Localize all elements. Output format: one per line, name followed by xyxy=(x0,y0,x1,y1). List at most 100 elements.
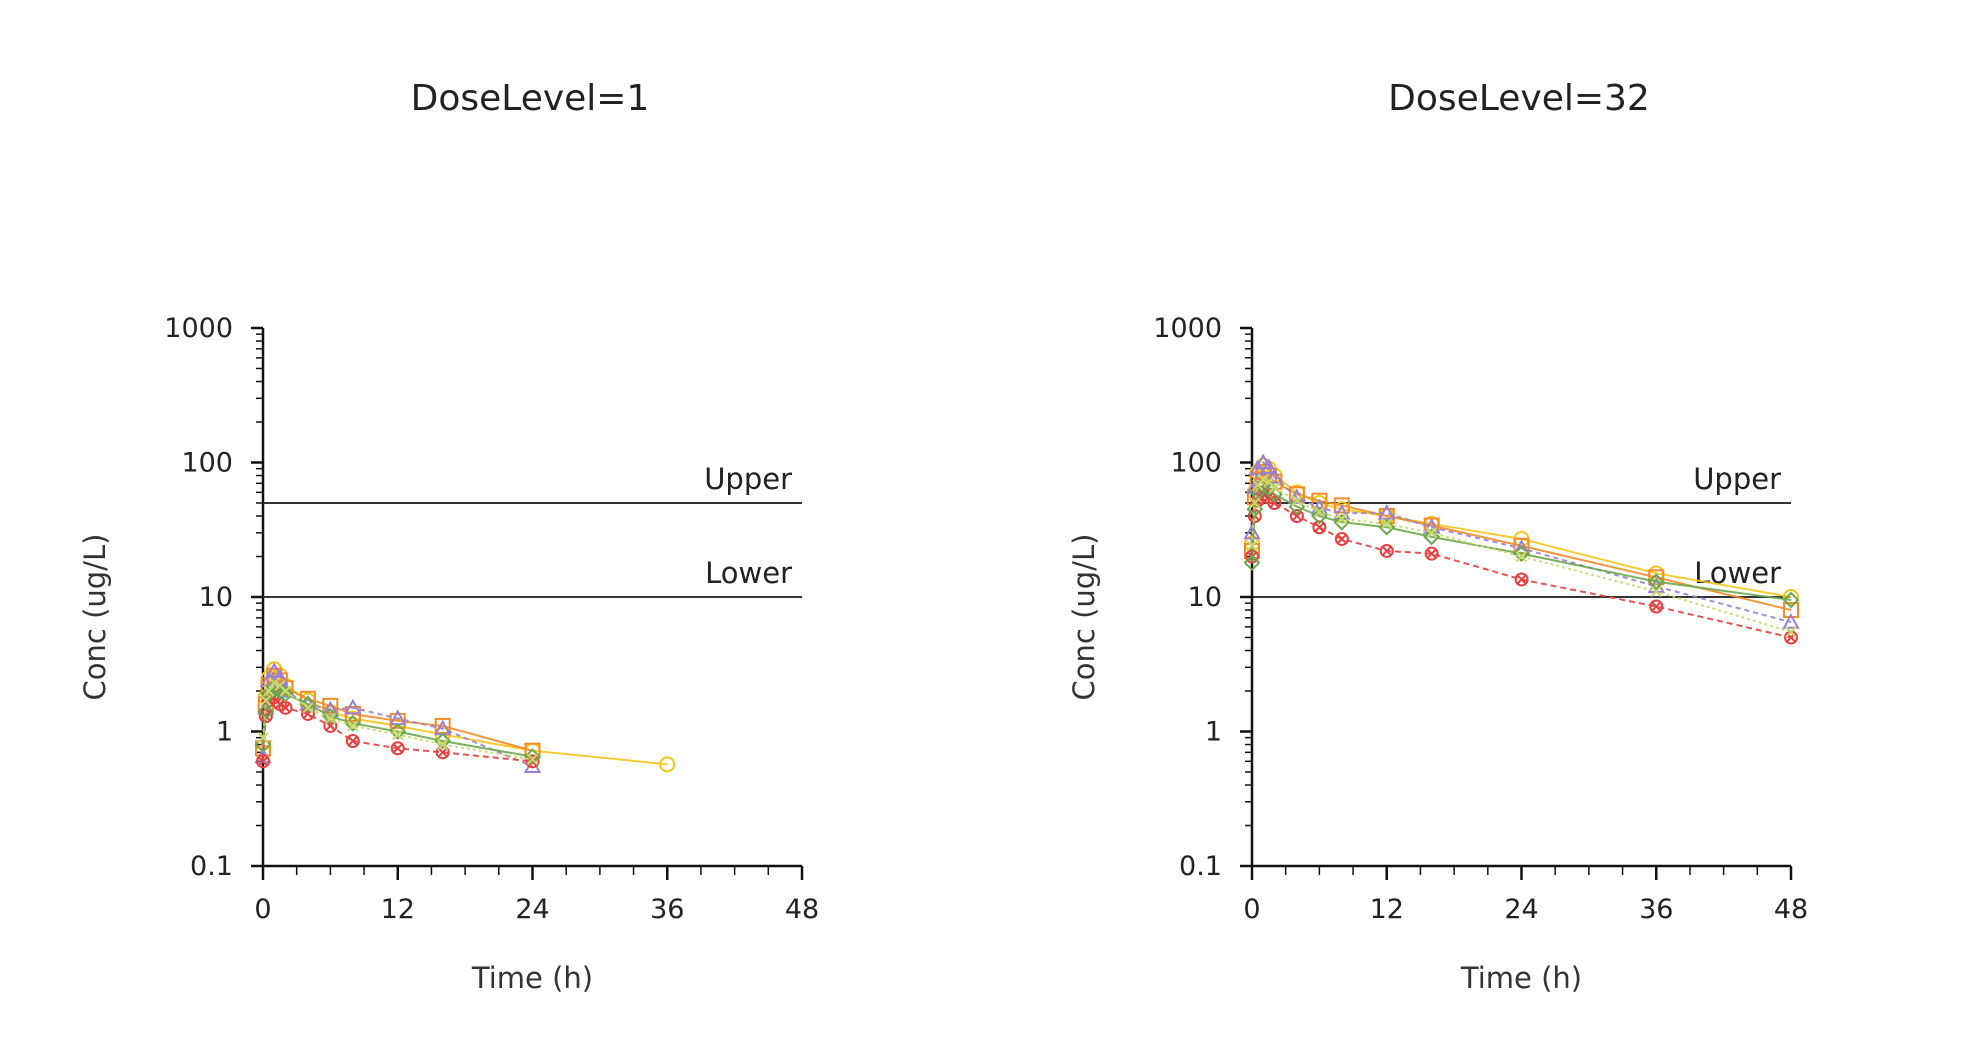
reference-label-lower: Lower xyxy=(705,556,792,590)
data-point-triangle xyxy=(344,698,362,715)
series-line xyxy=(262,695,533,763)
data-point-cross-circle xyxy=(1514,572,1529,587)
data-point-x xyxy=(1650,585,1662,598)
x-tick-label: 48 xyxy=(785,894,819,925)
series-line xyxy=(1251,493,1792,639)
data-point-x xyxy=(1785,626,1797,638)
x-tick-label: 12 xyxy=(381,894,415,925)
data-point-x xyxy=(279,685,292,697)
data-point-cross-circle xyxy=(345,733,360,748)
y-tick-label: 0.1 xyxy=(190,851,233,882)
data-point-triangle xyxy=(1265,467,1284,484)
x-tick-label: 0 xyxy=(1243,894,1260,925)
y-tick-label: 1 xyxy=(216,717,233,748)
reference-label-upper: Upper xyxy=(1693,462,1781,496)
data-point-triangle xyxy=(1378,504,1396,520)
data-point-x xyxy=(1291,494,1303,507)
reference-label-upper: Upper xyxy=(704,462,792,496)
data-point-cross-circle xyxy=(1267,495,1282,510)
data-point-x xyxy=(262,685,275,697)
data-point-x xyxy=(1268,481,1281,494)
y-axis-label: Conc (ug/L) xyxy=(1067,534,1101,701)
series-3 xyxy=(1245,487,1798,645)
x-tick-label: 48 xyxy=(1774,894,1808,925)
x-tick-label: 24 xyxy=(515,894,549,925)
data-point-x xyxy=(302,702,314,714)
data-point-x xyxy=(1246,540,1258,552)
y-tick-label: 0.1 xyxy=(1179,851,1222,882)
data-point-x xyxy=(347,720,359,732)
data-point-diamond xyxy=(299,695,317,713)
data-point-triangle xyxy=(265,662,283,678)
data-point-cross-circle xyxy=(1289,509,1304,524)
data-point-x xyxy=(1515,550,1528,563)
reference-label-lower: Lower xyxy=(1694,556,1781,590)
data-point-x xyxy=(436,738,449,751)
series-line xyxy=(262,669,533,768)
data-point-diamond xyxy=(1243,554,1261,572)
data-point-x xyxy=(1313,506,1326,518)
data-point-triangle xyxy=(1254,453,1272,470)
series-3 xyxy=(256,690,540,769)
data-point-x xyxy=(324,712,337,725)
data-point-cross-circle xyxy=(1424,546,1439,561)
series-5 xyxy=(257,677,539,766)
data-point-diamond xyxy=(1782,591,1800,609)
data-point-cross-circle xyxy=(1649,599,1664,614)
chart-panel-dose-32: DoseLevel=32 Upper Lower 0.1 1 10 100 1000 0 12 24… xyxy=(989,0,1978,1048)
x-tick-label: 24 xyxy=(1504,894,1538,925)
data-point-cross-circle xyxy=(435,745,450,760)
data-point-cross-circle xyxy=(525,754,540,769)
chart-title: DoseLevel=1 xyxy=(411,78,650,119)
data-point-cross-circle xyxy=(1379,543,1394,558)
y-tick-label: 100 xyxy=(1170,448,1222,479)
x-tick-label: 0 xyxy=(254,894,271,925)
data-point-cross-circle xyxy=(323,718,338,733)
y-tick-label: 10 xyxy=(199,582,233,613)
y-axis-label: Conc (ug/L) xyxy=(78,534,112,701)
x-tick-label: 36 xyxy=(650,894,684,925)
data-point-x xyxy=(526,753,539,766)
data-point-diamond xyxy=(257,703,275,721)
data-point-cross-circle xyxy=(1312,520,1327,535)
x-axis-label: Time (h) xyxy=(1460,961,1582,995)
data-point-cross-circle xyxy=(1334,531,1349,546)
series-2 xyxy=(254,662,542,774)
chart-panel-dose-1: DoseLevel=1 Upper Lower 0.1 1 10 100 1000 0 12 24 3… xyxy=(78,78,819,995)
data-point-square xyxy=(1648,569,1665,586)
x-tick-label: 12 xyxy=(1370,894,1404,925)
data-point-triangle xyxy=(1782,613,1800,629)
chart-dose-1: DoseLevel=1 Upper Lower 0.1 1 10 100 1000 0 12 24 3… xyxy=(78,78,819,995)
series-5 xyxy=(1246,473,1797,638)
data-point-diamond xyxy=(1378,518,1396,536)
y-tick-label: 1 xyxy=(1205,717,1222,748)
data-point-x xyxy=(260,694,272,707)
data-point-x xyxy=(257,731,269,744)
data-point-diamond xyxy=(277,685,294,703)
data-point-x xyxy=(1381,518,1393,530)
series-line xyxy=(262,681,533,761)
data-point-x xyxy=(1249,497,1261,509)
data-point-x xyxy=(392,728,404,741)
series-line xyxy=(1251,483,1792,601)
y-tick-label: 1000 xyxy=(164,313,233,344)
x-axis-label: Time (h) xyxy=(471,961,593,995)
y-tick-label: 100 xyxy=(181,448,233,479)
data-point-diamond xyxy=(1647,573,1665,591)
data-point-x xyxy=(268,677,280,689)
data-point-x xyxy=(1425,527,1438,539)
data-point-square xyxy=(1333,497,1350,514)
data-point-square xyxy=(322,697,339,714)
data-point-triangle xyxy=(1260,458,1278,474)
x-tick-label: 36 xyxy=(1639,894,1673,925)
data-point-cross-circle xyxy=(390,741,405,756)
data-point-x xyxy=(1336,513,1348,525)
chart-title: DoseLevel=32 xyxy=(1388,78,1650,119)
y-tick-label: 1000 xyxy=(1153,313,1222,344)
data-point-circle xyxy=(659,756,676,773)
data-point-square xyxy=(299,690,316,707)
data-point-diamond xyxy=(434,732,452,750)
y-tick-label: 10 xyxy=(1188,582,1222,613)
data-point-cross-circle xyxy=(256,754,270,769)
chart-dose-32: DoseLevel=32 Upper Lower 0.1 1 10 100 1000 0 12 24… xyxy=(1067,78,1808,995)
